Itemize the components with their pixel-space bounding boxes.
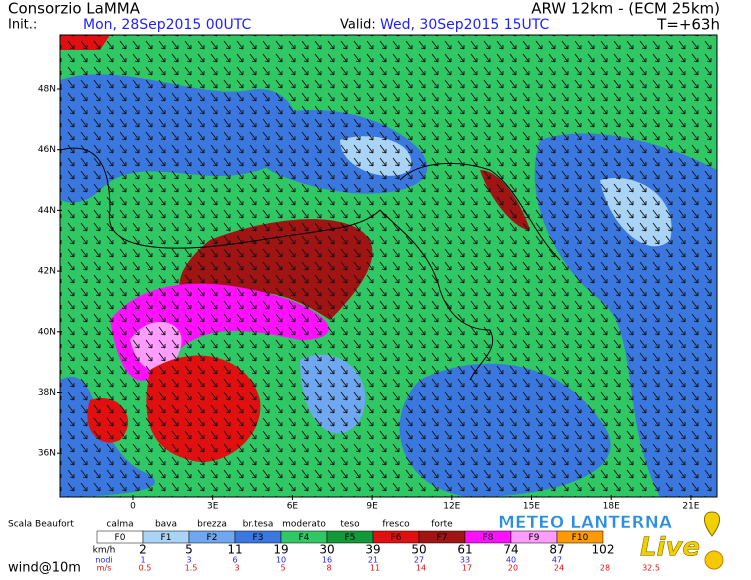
- logo-tag: Live: [640, 533, 700, 563]
- lat-label: 48N: [38, 85, 56, 95]
- knots-value: 6: [232, 556, 237, 565]
- kmh-value: 74: [503, 543, 518, 557]
- lat-label: 38N: [38, 388, 56, 398]
- kmh-value: 39: [365, 543, 380, 557]
- ms-value: 0.5: [139, 564, 152, 573]
- beaufort-name: fresco: [382, 520, 410, 530]
- lon-label: 12E: [443, 502, 460, 512]
- beaufort-code: F10: [572, 533, 589, 543]
- lon-label: 18E: [603, 502, 620, 512]
- beaufort-code: F4: [299, 533, 310, 543]
- init-label: Init.:: [8, 18, 37, 33]
- lon-label: 3E: [207, 502, 219, 512]
- lon-label: 9E: [366, 502, 378, 512]
- legend-title: Scala Beaufort: [8, 520, 74, 530]
- kmh-value: 50: [411, 543, 426, 557]
- knots-value: 40: [506, 556, 516, 565]
- unit-ms: m/s: [97, 564, 112, 573]
- beaufort-name: br.tesa: [243, 520, 274, 530]
- lat-label: 40N: [38, 327, 56, 337]
- beaufort-name: teso: [340, 520, 360, 530]
- knots-value: 16: [322, 556, 332, 565]
- ms-value: 28: [600, 564, 610, 573]
- init-time: Mon, 28Sep2015 00UTC: [83, 17, 251, 33]
- beaufort-code: F0: [115, 533, 126, 543]
- lon-label: 6E: [287, 502, 299, 512]
- kmh-value: 2: [139, 543, 147, 557]
- logo-name: METEO LANTERNA: [498, 513, 673, 533]
- knots-value: 1: [140, 556, 145, 565]
- beaufort-box: [556, 530, 604, 544]
- beaufort-code: F1: [161, 533, 172, 543]
- ms-value: 8: [326, 564, 331, 573]
- beaufort-name: forte: [431, 520, 453, 530]
- ms-value: 20: [508, 564, 518, 573]
- logo: METEO LANTERNA Live: [498, 511, 724, 570]
- ms-value: 11: [370, 564, 380, 573]
- ms-value: 17: [462, 564, 472, 573]
- map-frame: [59, 34, 718, 498]
- lat-label: 36N: [38, 449, 56, 459]
- beaufort-code: F9: [529, 533, 540, 543]
- kmh-value: 102: [592, 543, 615, 557]
- beaufort-code: F3: [253, 533, 264, 543]
- lat-label: 44N: [38, 206, 56, 216]
- beaufort-name: bava: [155, 520, 177, 530]
- valid-label: Valid:: [340, 18, 376, 33]
- ms-value: 3: [234, 564, 239, 573]
- knots-value: 33: [460, 556, 470, 565]
- lon-label: 21E: [682, 502, 699, 512]
- beaufort-code: F2: [207, 533, 218, 543]
- kmh-value: 30: [319, 543, 334, 557]
- kmh-value: 19: [273, 543, 288, 557]
- ms-value: 5: [280, 564, 285, 573]
- unit-knots: nodi: [95, 556, 112, 565]
- knots-value: 47: [552, 556, 562, 565]
- beaufort-name: brezza: [197, 520, 227, 530]
- forecast-step: T=+63h: [656, 16, 720, 34]
- lon-label: 0: [130, 502, 136, 512]
- beaufort-code: F8: [483, 533, 494, 543]
- wind-field: [60, 35, 717, 497]
- knots-value: 21: [368, 556, 378, 565]
- kmh-value: 11: [227, 543, 242, 557]
- beaufort-name: moderato: [282, 520, 326, 530]
- knots-value: 27: [414, 556, 424, 565]
- footer: wind@10m: [8, 561, 81, 576]
- unit-kmh: km/h: [93, 546, 116, 556]
- lon-label: 15E: [523, 502, 540, 512]
- ms-value: 32.5: [642, 564, 660, 573]
- title: Consorzio LaMMA: [8, 0, 141, 18]
- lat-label: 42N: [38, 267, 56, 277]
- beaufort-name: calma: [106, 520, 133, 530]
- kmh-value: 61: [457, 543, 472, 557]
- beaufort-code: F6: [391, 533, 402, 543]
- lat-label: 46N: [38, 145, 56, 155]
- knots-value: 10: [276, 556, 286, 565]
- beaufort-code: F7: [437, 533, 448, 543]
- ms-value: 14: [416, 564, 426, 573]
- ms-value: 1.5: [185, 564, 198, 573]
- kmh-value: 5: [185, 543, 193, 557]
- ms-value: 24: [554, 564, 564, 573]
- kmh-value: 87: [549, 543, 564, 557]
- beaufort-code: F5: [345, 533, 356, 543]
- valid-time: Wed, 30Sep2015 15UTC: [380, 17, 549, 33]
- model: ARW 12km - (ECM 25km): [531, 0, 720, 18]
- knots-value: 3: [186, 556, 191, 565]
